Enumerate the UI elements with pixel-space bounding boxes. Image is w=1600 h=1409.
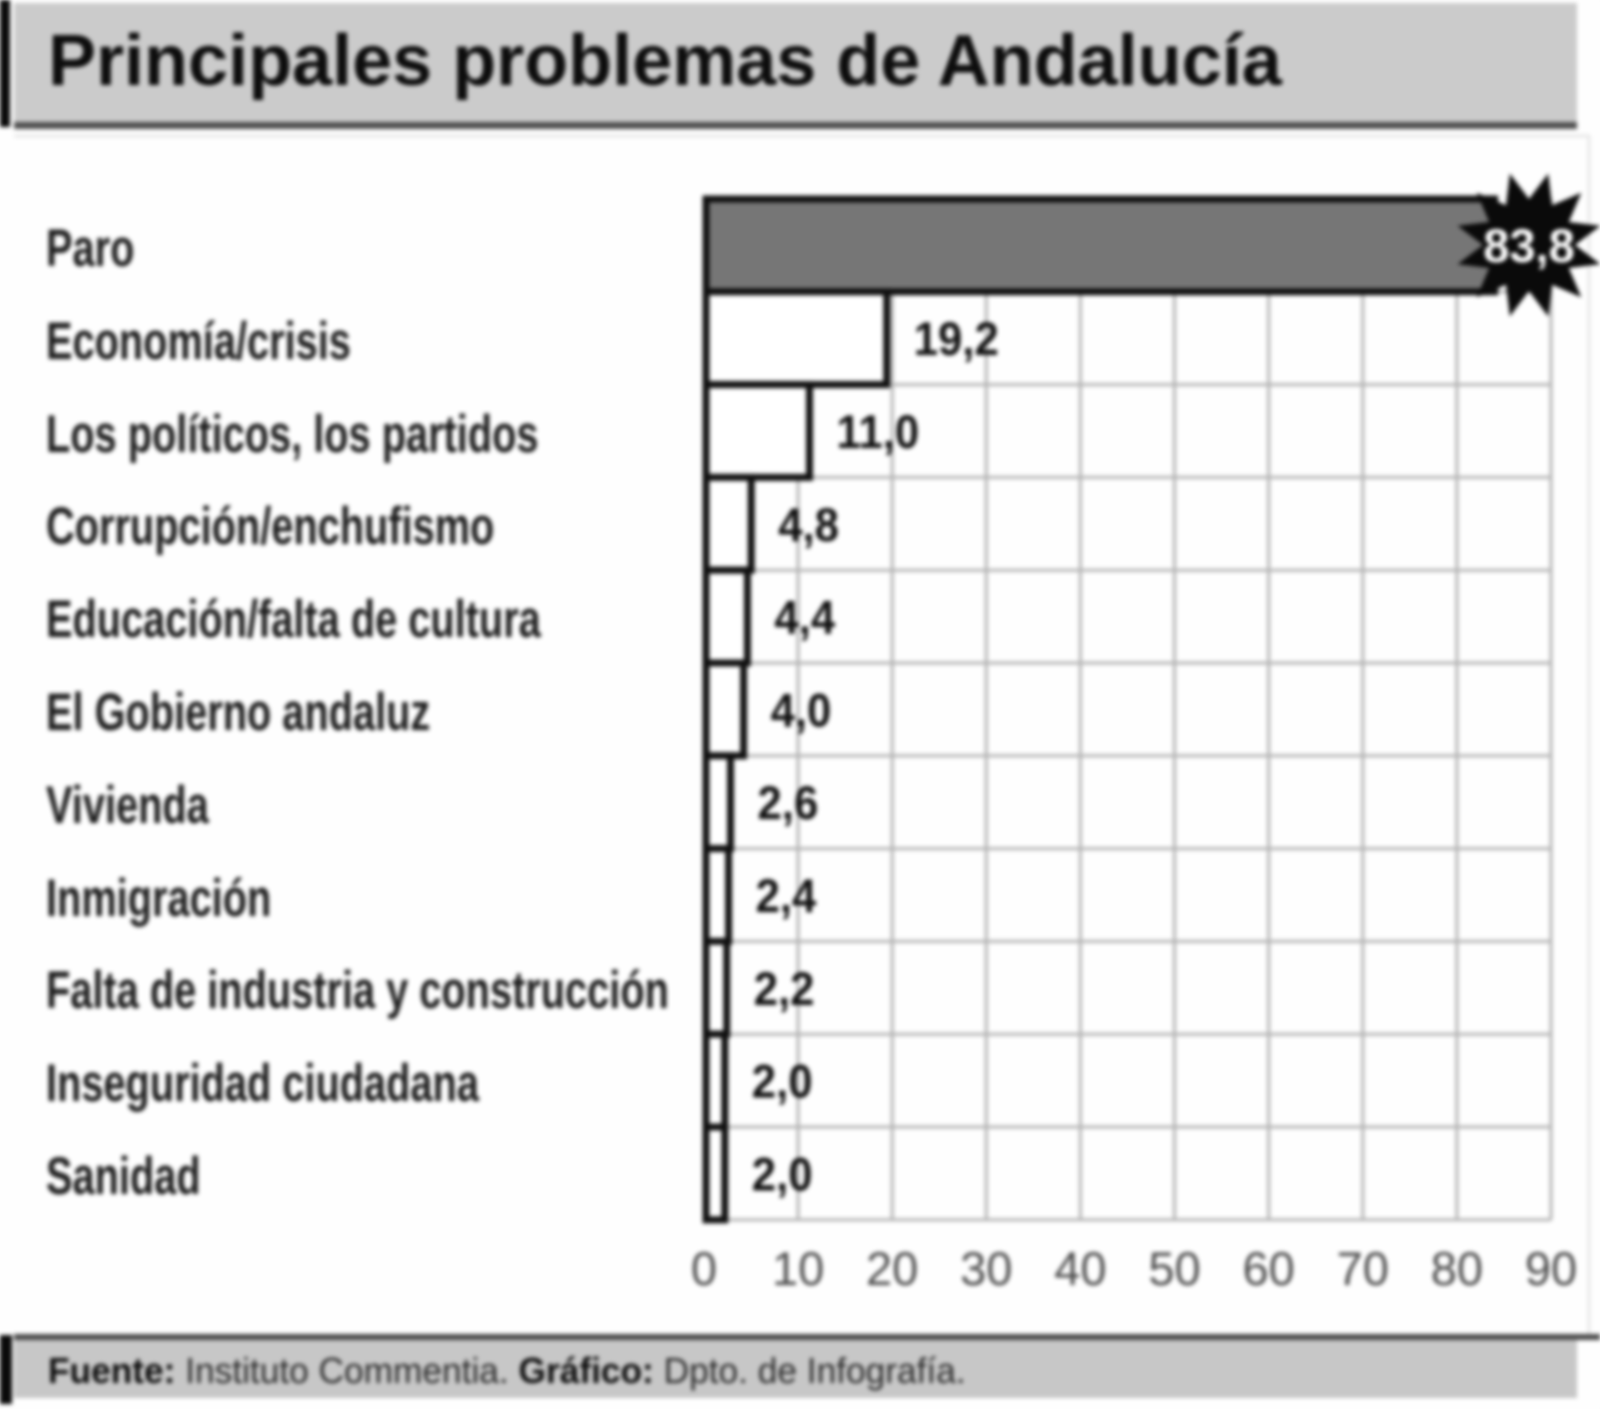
svg-text:11,0: 11,0 — [837, 406, 920, 459]
svg-text:4,4: 4,4 — [774, 591, 835, 644]
svg-text:4,8: 4,8 — [778, 498, 839, 551]
svg-text:2,0: 2,0 — [752, 1148, 813, 1201]
svg-text:2,6: 2,6 — [758, 777, 819, 830]
svg-text:2,0: 2,0 — [752, 1055, 813, 1108]
svg-text:2,4: 2,4 — [756, 870, 817, 923]
svg-text:2,2: 2,2 — [754, 962, 815, 1015]
svg-text:4,0: 4,0 — [771, 684, 832, 737]
svg-text:83,8: 83,8 — [1483, 219, 1574, 272]
svg-text:19,2: 19,2 — [914, 313, 999, 366]
